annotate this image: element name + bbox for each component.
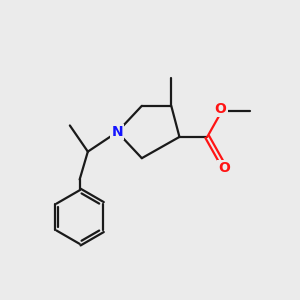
Text: N: N: [112, 125, 123, 139]
Text: O: O: [214, 102, 226, 116]
Text: O: O: [218, 161, 230, 175]
